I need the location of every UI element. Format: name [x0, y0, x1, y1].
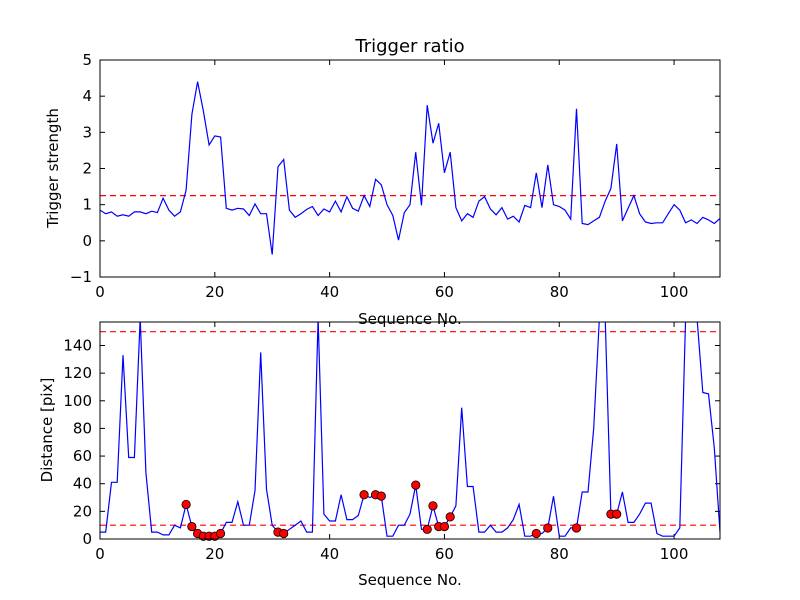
bottom-data-marker [376, 491, 386, 501]
distance-subplot: Distance [pix] Sequence No. 0 20 40 60 80 100… [38, 321, 721, 589]
bottom-x-tick-label: 0 [95, 545, 105, 563]
bottom-data-marker [612, 509, 622, 519]
bottom-data-marker [439, 521, 450, 532]
top-y-tick-label: 2 [82, 160, 92, 178]
top-data-series [100, 81, 720, 255]
top-series-line [100, 81, 720, 255]
top-y-tick-label: −1 [70, 268, 92, 286]
bottom-y-tick-label: 60 [73, 447, 92, 465]
top-plot-frame [99, 59, 721, 278]
top-x-axis-label: Sequence No. [358, 310, 462, 328]
bottom-data-marker [279, 528, 289, 539]
bottom-x-tick-label: 100 [660, 545, 689, 563]
bottom-data-marker [428, 501, 438, 511]
bottom-y-tick-label: 140 [63, 336, 92, 354]
top-x-tick-label: 60 [435, 283, 454, 301]
trigger-ratio-subplot: Trigger ratio Trigger strength Sequence … [44, 36, 721, 328]
bottom-data-marker [181, 499, 191, 510]
bottom-data-marker [543, 523, 553, 533]
top-y-tick-label: 1 [82, 196, 92, 214]
bottom-axis-ticks: 0 20 40 60 80 100 0 20 40 60 80 100 120 140 [63, 322, 720, 563]
bottom-y-tick-label: 80 [73, 419, 92, 437]
bottom-threshold-lines [100, 331, 720, 526]
bottom-y-tick-label: 120 [63, 364, 92, 382]
top-y-tick-label: 3 [82, 123, 92, 141]
top-x-tick-label: 40 [320, 283, 339, 301]
top-y-tick-label: 5 [82, 51, 92, 69]
bottom-data-marker [422, 524, 432, 534]
bottom-y-tick-label: 0 [82, 530, 92, 548]
bottom-y-tick-label: 100 [63, 392, 92, 410]
bottom-x-tick-label: 20 [205, 545, 224, 563]
bottom-y-tick-label: 20 [73, 502, 92, 520]
top-y-tick-label: 4 [82, 87, 92, 105]
bottom-data-marker [359, 490, 369, 500]
bottom-x-axis-label: Sequence No. [358, 571, 462, 589]
bottom-y-tick-label: 40 [73, 475, 92, 493]
top-x-tick-label: 20 [205, 283, 224, 301]
bottom-data-marker [445, 512, 455, 522]
top-x-tick-label: 100 [660, 283, 689, 301]
top-x-tick-label: 0 [95, 283, 105, 301]
top-y-axis-label: Trigger strength [44, 108, 62, 229]
bottom-y-axis-label: Distance [pix] [38, 378, 56, 483]
bottom-data-marker [571, 523, 582, 533]
bottom-data-marker [411, 480, 421, 490]
top-x-tick-label: 80 [550, 283, 569, 301]
bottom-plot-frame [99, 321, 721, 540]
chart-title: Trigger ratio [354, 36, 464, 57]
bottom-x-tick-label: 80 [550, 545, 569, 563]
bottom-data-marker [187, 521, 197, 532]
bottom-data-marker [531, 528, 541, 539]
top-y-tick-label: 0 [82, 232, 92, 250]
bottom-x-tick-label: 60 [435, 545, 454, 563]
bottom-detection-markers [181, 480, 622, 541]
bottom-data-marker [215, 528, 226, 539]
bottom-x-tick-label: 40 [320, 545, 339, 563]
